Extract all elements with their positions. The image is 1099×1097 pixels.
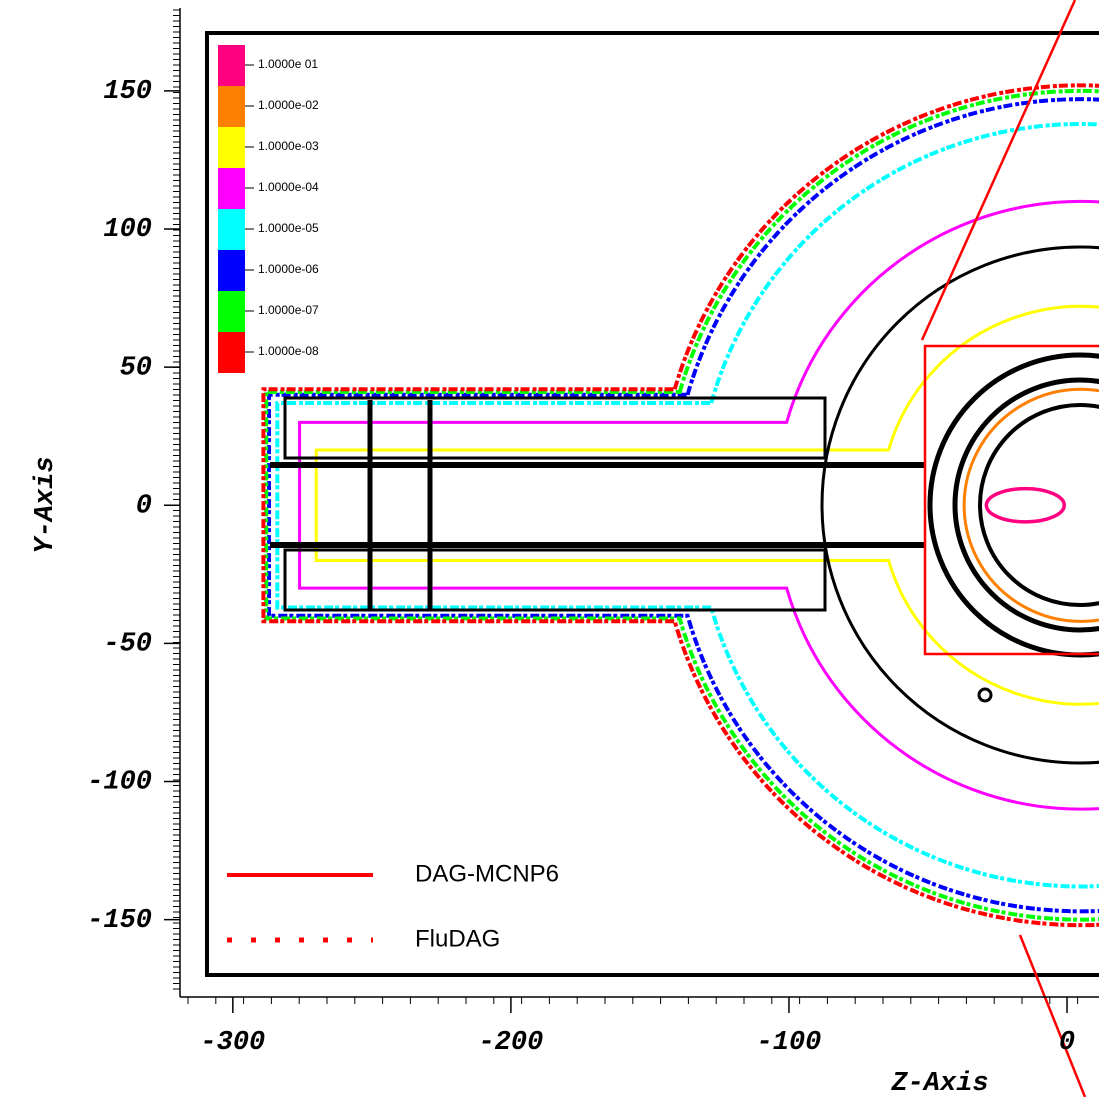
y-tick-label: -100	[87, 768, 152, 798]
x-tick-label: 0	[1059, 1028, 1075, 1058]
vessel	[820, 245, 1099, 765]
level-label: 1.0000e 01	[258, 57, 318, 71]
contour	[266, 97, 1099, 914]
contour-layer	[261, 83, 1099, 928]
level-label: 1.0000e-06	[258, 262, 319, 276]
contour	[261, 83, 1099, 928]
contour	[314, 304, 1099, 706]
y-tick-label: -50	[103, 630, 152, 660]
y-tick-label: -150	[87, 906, 152, 936]
level-swatch	[218, 168, 245, 209]
arm-upper	[283, 396, 827, 460]
level-swatch	[218, 332, 245, 373]
level-swatch	[218, 291, 245, 332]
x-tick-label: -300	[200, 1028, 265, 1058]
frame	[205, 31, 1099, 977]
zoom-line	[1018, 934, 1087, 1097]
level-label: 1.0000e-04	[258, 180, 319, 194]
y-axis-title: Y-Axis	[31, 456, 61, 553]
level-label: 1.0000e-08	[258, 344, 319, 358]
level-label: 1.0000e-03	[258, 139, 319, 153]
level-swatch	[218, 45, 245, 86]
level-label: 1.0000e-07	[258, 303, 319, 317]
y-tick-label: 50	[120, 353, 152, 383]
contour	[984, 486, 1066, 524]
level-swatch	[218, 86, 245, 127]
x-axis-title: Z-Axis	[890, 1069, 988, 1097]
arm-lower	[283, 548, 827, 612]
level-swatch	[218, 127, 245, 168]
core	[978, 403, 1099, 607]
marker	[977, 687, 993, 703]
level-label: 1.0000e-05	[258, 221, 319, 235]
y-tick-label: 0	[136, 491, 152, 521]
level-swatch	[218, 250, 245, 291]
contour	[275, 122, 1099, 889]
core	[952, 377, 1099, 633]
y-tick-label: 100	[103, 215, 152, 245]
zoom-line	[920, 0, 1077, 341]
x-tick-label: -100	[757, 1028, 822, 1058]
zoom-box	[923, 344, 1099, 656]
legend-label: FluDAG	[415, 925, 500, 952]
contour	[962, 387, 1099, 623]
legend-label: DAG-MCNP6	[415, 860, 559, 887]
contour	[264, 88, 1099, 922]
level-label: 1.0000e-02	[258, 98, 319, 112]
y-tick-label: 150	[103, 77, 152, 107]
x-tick-label: -200	[478, 1028, 543, 1058]
level-swatch	[218, 209, 245, 250]
zoom	[920, 0, 1099, 1097]
